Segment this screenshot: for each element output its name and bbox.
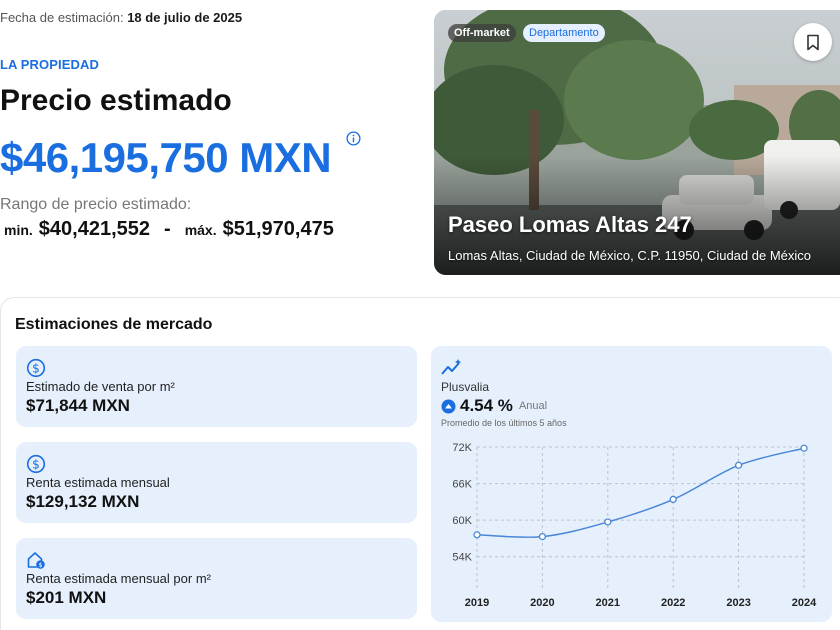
y-tick-label: 72K — [452, 442, 472, 454]
dollar-circle-icon: $ — [26, 454, 46, 474]
card-value: $201 MXN — [26, 588, 107, 607]
bookmark-icon — [807, 34, 819, 50]
plusvalia-period: Anual — [518, 400, 548, 412]
plusvalia-note: Promedio de los últimos 5 años — [441, 418, 567, 428]
section-label: LA PROPIEDAD — [0, 57, 99, 72]
plusvalia-value-row: 4.54 % Anual — [441, 396, 547, 416]
property-address: Lomas Altas, Ciudad de México, C.P. 1195… — [448, 248, 812, 263]
info-icon[interactable] — [346, 131, 361, 146]
estimate-date-label: Fecha de estimación: — [0, 10, 124, 25]
x-tick-label: 2020 — [530, 597, 554, 609]
x-tick-label: 2023 — [726, 597, 750, 609]
y-tick-label: 66K — [452, 479, 472, 491]
data-point — [669, 495, 677, 504]
series-line — [476, 447, 805, 539]
property-title: Paseo Lomas Altas 247 — [448, 212, 692, 237]
price-range: min. $40,421,552 - máx. $51,970,475 — [4, 218, 334, 241]
street-scene-image — [434, 10, 840, 275]
data-point — [538, 532, 547, 541]
house-dollar-icon: $ — [27, 552, 45, 569]
estimated-price: $46,195,750 MXN — [0, 134, 332, 181]
data-point — [734, 461, 743, 469]
plusvalia-chart: 54K 60K 66K 72K 2019 2020 2021 2022 2023 2024 — [452, 442, 817, 609]
x-tick-label: 2022 — [661, 597, 685, 609]
svg-text:$: $ — [38, 561, 42, 569]
estimate-date-value: 18 de julio de 2025 — [127, 10, 243, 25]
badge-off-market: Off-market — [448, 24, 516, 42]
card-value: $129,132 MXN — [26, 492, 140, 511]
estimate-date: Fecha de estimación: 18 de julio de 2025 — [0, 10, 242, 25]
badge-property-type: Departamento — [523, 24, 605, 42]
svg-text:$: $ — [32, 361, 40, 375]
card-label: Renta estimada mensual por m² — [26, 571, 211, 586]
sale-per-m2-card: $ Estimado de venta por m² $71,844 MXN — [16, 346, 417, 427]
range-min-label: min. — [4, 222, 33, 238]
card-label: Estimado de venta por m² — [26, 379, 175, 394]
bookmark-button[interactable] — [794, 23, 832, 61]
dollar-circle-icon: $ — [26, 358, 46, 378]
range-max-value: $51,970,475 — [222, 218, 334, 240]
plusvalia-card: Plusvalia 4.54 % Anual Promedio de los ú… — [431, 346, 832, 622]
price-range-label: Rango de precio estimado: — [0, 196, 192, 213]
market-estimates-title: Estimaciones de mercado — [15, 316, 213, 333]
data-point — [604, 518, 612, 526]
data-point — [473, 531, 481, 539]
property-photo[interactable]: Off-market Departamento Paseo Lomas Alta… — [434, 10, 840, 275]
data-point — [800, 444, 808, 452]
plusvalia-value: 4.54 % — [460, 396, 513, 415]
monthly-rent-card: $ Renta estimada mensual $129,132 MXN — [16, 442, 417, 523]
plusvalia-label: Plusvalia — [441, 380, 490, 394]
x-tick-label: 2024 — [792, 597, 817, 609]
range-max-label: máx. — [184, 222, 217, 238]
svg-text:$: $ — [32, 457, 40, 471]
range-min-value: $40,421,552 — [38, 218, 151, 240]
trend-sparkle-icon — [441, 359, 461, 375]
arrow-up-circle-icon — [441, 399, 456, 413]
range-separator: - — [164, 218, 171, 240]
page-title: Precio estimado — [0, 84, 232, 117]
x-tick-label: 2019 — [465, 597, 489, 609]
y-tick-label: 54K — [452, 552, 472, 564]
card-value: $71,844 MXN — [26, 396, 130, 415]
card-label: Renta estimada mensual — [26, 475, 170, 490]
y-tick-label: 60K — [452, 515, 472, 527]
x-tick-label: 2021 — [596, 597, 620, 609]
monthly-rent-per-m2-card: $ Renta estimada mensual por m² $201 MXN — [16, 538, 417, 619]
